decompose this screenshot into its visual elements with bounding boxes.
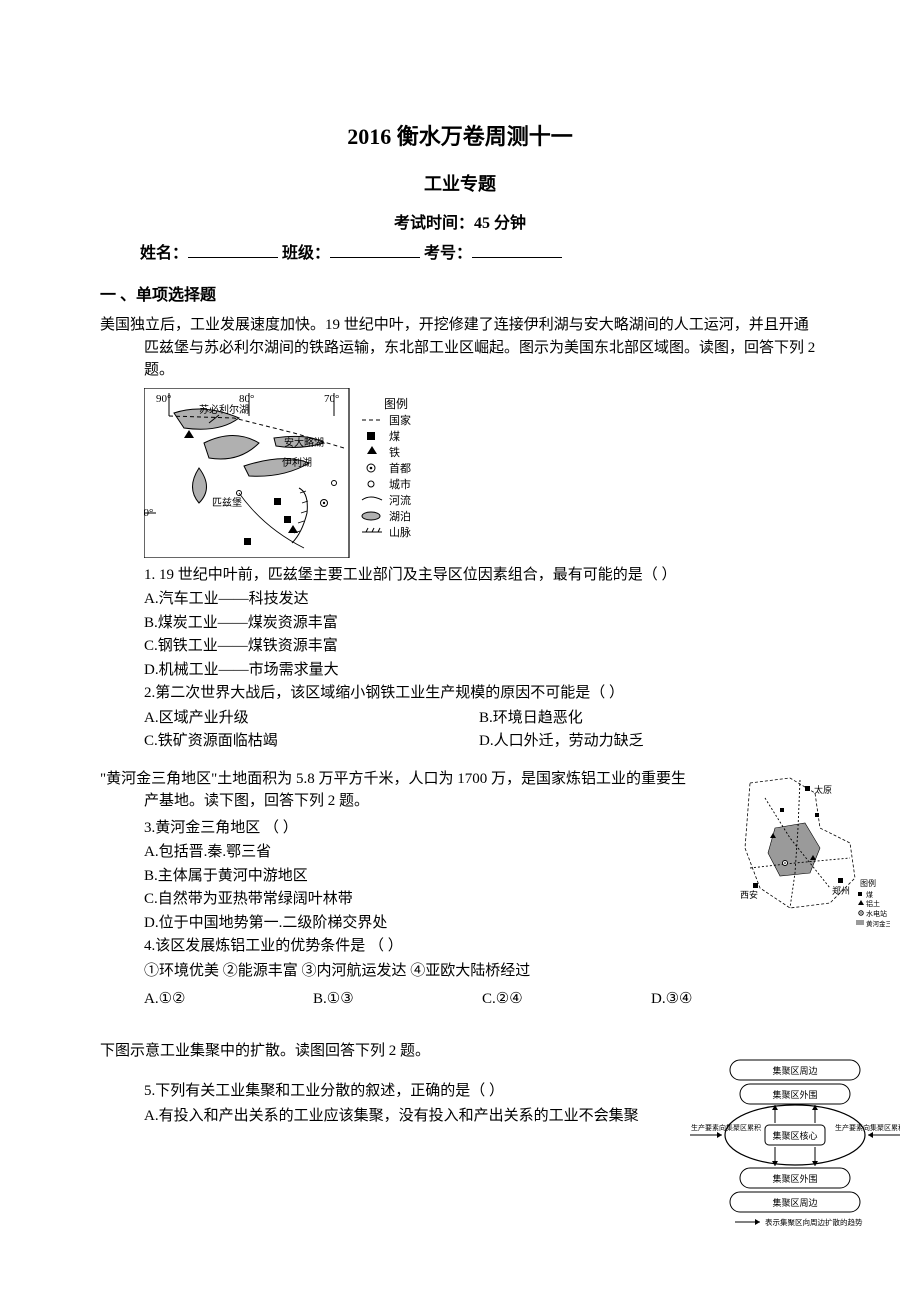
map2-leg-coal: 煤 <box>866 890 873 899</box>
ring-bot-2: 集聚区外围 <box>772 1173 817 1184</box>
leg-river: 河流 <box>389 493 411 507</box>
q1-opt-c: C.钢铁工业——煤铁资源丰富 <box>100 635 820 658</box>
q2-opt-d: D.人口外迁，劳动力缺乏 <box>479 730 810 753</box>
lake-superior-label: 苏必利尔湖 <box>199 403 249 416</box>
leg-iron: 铁 <box>389 446 400 459</box>
pittsburgh-label: 匹兹堡 <box>212 496 242 509</box>
q4-conds: ①环境优美 ②能源丰富 ③内河航运发达 ④亚欧大陆桥经过 <box>100 960 820 983</box>
map2-leg-hydro: 水电站 <box>866 909 887 918</box>
q1-opt-b: B.煤炭工业——煤炭资源丰富 <box>100 612 820 635</box>
map2-legend-title: 图例 <box>860 878 876 888</box>
id-blank <box>472 257 562 258</box>
sub-title: 工业专题 <box>100 171 820 198</box>
q3-opt-b: B.主体属于黄河中游地区 <box>100 865 820 888</box>
leg-city: 城市 <box>389 477 411 491</box>
leg-lake: 湖泊 <box>389 510 411 523</box>
name-label: 姓名： <box>140 245 188 262</box>
map2-leg-zone: 黄河金三角地区 <box>866 919 890 928</box>
q4-opt-b: B.①③ <box>313 988 482 1011</box>
ring-top-1: 集聚区周边 <box>772 1065 817 1076</box>
ring-bot-1: 集聚区周边 <box>772 1197 817 1208</box>
leg-border: 国家 <box>389 413 411 427</box>
class-blank <box>330 257 420 258</box>
map2-leg-bauxite: 铝土 <box>866 899 880 908</box>
q2-opt-b: B.环境日趋恶化 <box>479 707 810 730</box>
leg-mountain: 山脉 <box>389 525 411 539</box>
ring-core: 集聚区核心 <box>772 1130 817 1141</box>
q4-opt-d: D.③④ <box>651 988 820 1011</box>
q3-stem: 3.黄河金三角地区 （ ） <box>100 817 820 840</box>
section-1-heading: 一 、单项选择题 <box>100 284 820 308</box>
lon-70: 70° <box>324 393 339 405</box>
ring-top-2: 集聚区外围 <box>772 1089 817 1100</box>
passage-2-intro: "黄河金三角地区"土地面积为 5.8 万平方千米，人口为 1700 万，是国家炼… <box>100 768 820 813</box>
q3-opt-d: D.位于中国地势第一.二级阶梯交界处 <box>100 912 820 935</box>
name-blank <box>188 257 278 258</box>
map-1-figure: 90° 80° 70° 苏必利尔湖 安大略湖 伊利湖 匹兹堡 <box>144 388 820 558</box>
city-taiyuan: 太原 <box>814 784 832 795</box>
q2-opts-cd: C.铁矿资源面临枯竭 D.人口外迁，劳动力缺乏 <box>100 730 820 753</box>
q1-stem: 1. 19 世纪中叶前，匹兹堡主要工业部门及主导区位因素组合，最有可能的是（ ） <box>100 564 820 587</box>
q1-opt-a: A.汽车工业——科技发达 <box>100 588 820 611</box>
id-label: 考号： <box>424 245 472 262</box>
q3-opt-c: C.自然带为亚热带常绿阔叶林带 <box>100 888 820 911</box>
leg-coal: 煤 <box>389 430 400 443</box>
lake-erie-label: 伊利湖 <box>282 457 312 469</box>
map-2-figure: 太原 西安 郑州 图例 煤 铝土 水电站 黄河金三角地区 <box>720 768 890 966</box>
q4-opt-c: C.②④ <box>482 988 651 1011</box>
legend-title: 图例 <box>384 397 408 411</box>
q4-stem: 4.该区发展炼铝工业的优势条件是 （ ） <box>100 935 820 958</box>
exam-time: 考试时间：45 分钟 <box>100 212 820 236</box>
city-xian: 西安 <box>740 889 758 900</box>
main-title: 2016 衡水万卷周测十一 <box>100 120 820 153</box>
q4-opt-a: A.①② <box>144 988 313 1011</box>
side-left: 生产要素向集聚区累积 <box>691 1123 761 1132</box>
q2-opt-c: C.铁矿资源面临枯竭 <box>144 730 475 753</box>
q2-stem: 2.第二次世界大战后，该区域缩小钢铁工业生产规模的原因不可能是（ ） <box>100 682 820 705</box>
q2-opt-a: A.区域产业升级 <box>144 707 475 730</box>
diagram-3-figure: 集聚区周边 集聚区外围 集聚区核心 集聚区外围 集聚区周边 生产要素向集聚区累积… <box>690 1050 900 1238</box>
lake-ontario-label: 安大略湖 <box>284 436 324 449</box>
q1-opt-d: D.机械工业——市场需求量大 <box>100 659 820 682</box>
q2-opts-ab: A.区域产业升级 B.环境日趋恶化 <box>100 707 820 730</box>
passage-1-intro: 美国独立后，工业发展速度加快。19 世纪中叶，开挖修建了连接伊利湖与安大略湖间的… <box>100 314 820 382</box>
student-info-line: 姓名： 班级： 考号： <box>100 242 820 266</box>
q3-opt-a: A.包括晋.秦.鄂三省 <box>100 841 820 864</box>
q4-opts: A.①② B.①③ C.②④ D.③④ <box>100 988 820 1011</box>
class-label: 班级： <box>282 245 330 262</box>
diagram-caption: 表示集聚区向周边扩散的趋势 <box>765 1217 863 1227</box>
lon-80: 80° <box>239 393 254 405</box>
leg-capital: 首都 <box>389 461 411 475</box>
city-zhengzhou: 郑州 <box>832 885 850 896</box>
side-right: 生产要素向集聚区累积 <box>835 1123 900 1132</box>
